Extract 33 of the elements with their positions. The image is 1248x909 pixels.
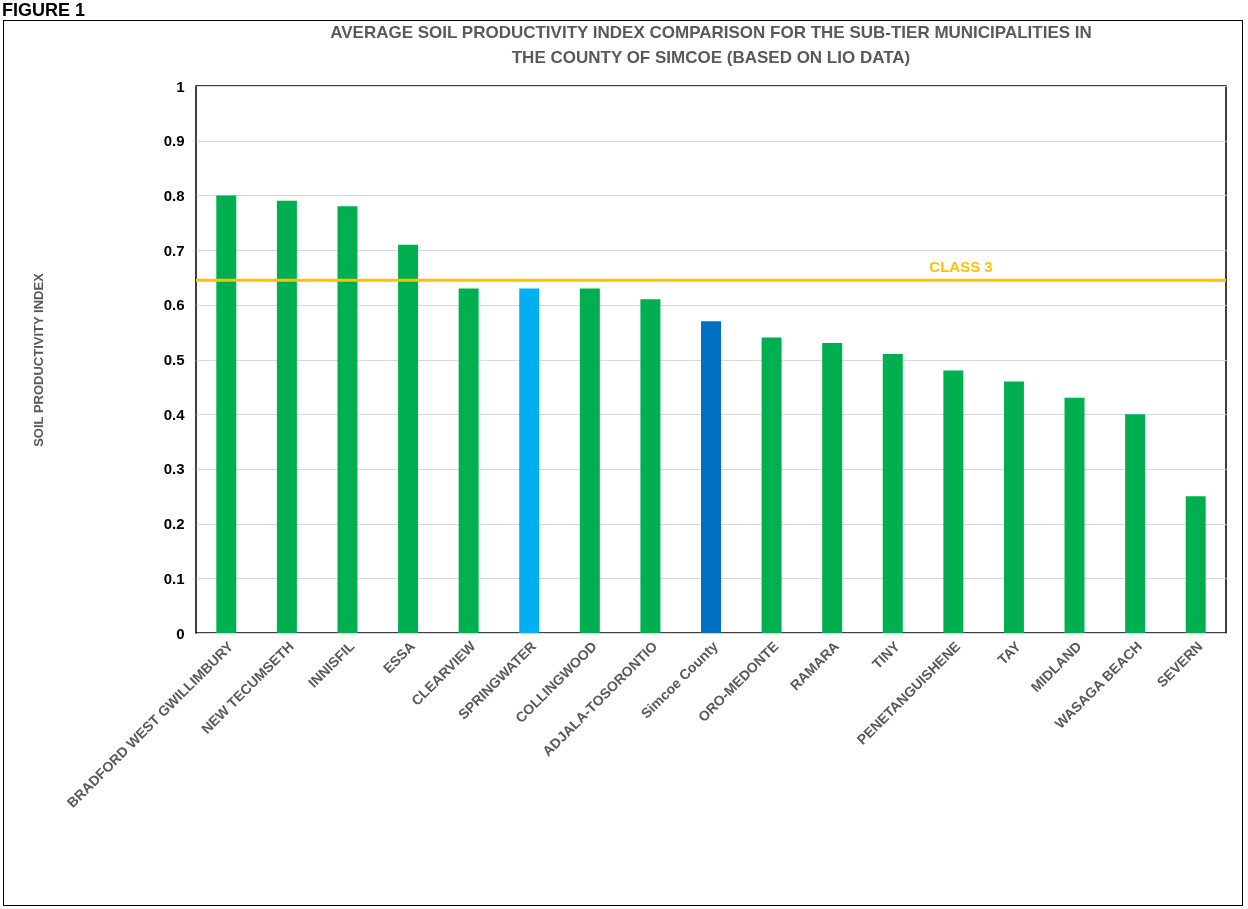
y-tick-label: 0.3	[163, 460, 185, 478]
bar	[1125, 414, 1146, 633]
y-tick-label: 0.8	[163, 186, 185, 204]
bar	[458, 288, 479, 633]
y-tick-label: 0.7	[163, 241, 185, 259]
y-tick-label: 1	[176, 77, 185, 95]
bar	[761, 337, 782, 633]
bar	[640, 299, 661, 633]
bar	[216, 195, 237, 633]
bar	[519, 288, 540, 633]
bar	[882, 354, 903, 633]
y-tick-label: 0.5	[163, 351, 185, 368]
y-tick-label: 0	[176, 624, 185, 642]
x-tick-label: TAY	[994, 637, 1025, 668]
bar	[943, 370, 964, 633]
y-axis-title: SOIL PRODUCTIVITY INDEX	[30, 272, 46, 447]
y-tick-label: 0.2	[163, 515, 185, 533]
chart-title: AVERAGE SOIL PRODUCTIVITY INDEX COMPARISON FOR THE SUB-TIER MUNICIPALITIES IN THE COUNTY OF SIMCOE (BASED ON LIO DATA)	[330, 23, 1092, 67]
bar	[1185, 496, 1206, 633]
ref-line-label: CLASS 3	[929, 258, 993, 276]
bar	[822, 343, 843, 633]
y-tick-label: 0.9	[163, 132, 185, 150]
bar	[276, 200, 297, 633]
bar	[579, 288, 600, 633]
bar	[701, 321, 721, 633]
bar	[398, 244, 419, 633]
y-tick-label: 0.1	[163, 569, 185, 587]
bar	[337, 206, 358, 633]
y-tick-label: 0.4	[163, 405, 186, 423]
caption: FIGURE 1	[2, 0, 86, 20]
bar	[1003, 381, 1024, 633]
y-tick-label: 0.6	[163, 296, 185, 314]
bar	[1064, 397, 1085, 633]
